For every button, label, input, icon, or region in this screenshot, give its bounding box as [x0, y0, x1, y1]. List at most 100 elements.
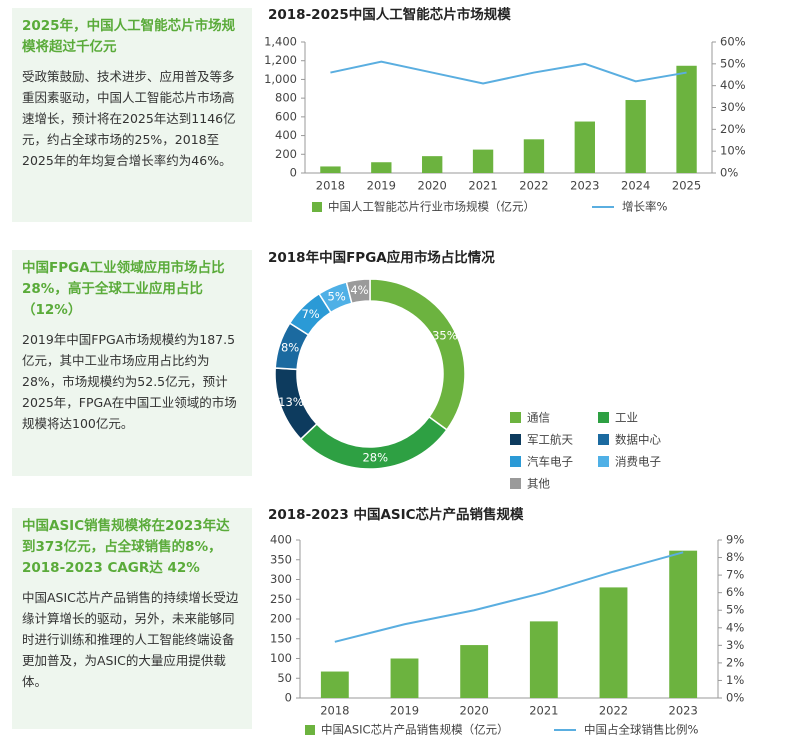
y-tick-label: 600	[275, 109, 297, 123]
legend-label: 消费电子	[615, 455, 661, 469]
x-tick-label: 2021	[468, 179, 497, 193]
x-tick-label: 2022	[519, 179, 548, 193]
chart-title: 2018-2025中国人工智能芯片市场规模	[268, 6, 511, 23]
chart-title: 2018年中国FPGA应用市场占比情况	[268, 249, 495, 266]
slice-label: 13%	[278, 395, 304, 409]
bar	[472, 149, 494, 173]
y2-tick-label: 6%	[726, 585, 744, 599]
x-tick-label: 2019	[367, 179, 396, 193]
sidebar: 中国ASIC销售规模将在2023年达到373亿元，占全球销售的8%，2018-2…	[12, 508, 252, 729]
y2-tick-label: 4%	[726, 620, 744, 634]
sidebar-body: 中国ASIC芯片产品销售的持续增长受边缘计算增长的驱动，另外，未来能够同时进行训…	[22, 590, 239, 689]
y-tick-label: 1,200	[264, 53, 297, 67]
legend-label: 通信	[527, 411, 550, 425]
x-tick-label: 2019	[390, 704, 419, 718]
x-tick-label: 2024	[621, 179, 650, 193]
x-tick-label: 2025	[672, 179, 701, 193]
y-tick-label: 0	[290, 166, 297, 180]
y-tick-label: 50	[277, 671, 292, 685]
legend-swatch	[510, 456, 521, 467]
sidebar: 中国FPGA工业领域应用市场占比28%，高于全球工业应用占比（12%） 2019…	[12, 250, 252, 476]
bar	[625, 100, 646, 173]
x-tick-label: 2018	[320, 704, 349, 718]
x-tick-label: 2020	[460, 704, 489, 718]
legend-swatch	[305, 725, 315, 735]
bar	[320, 166, 341, 173]
pie-slice	[369, 278, 466, 431]
line	[334, 551, 684, 643]
sidebar-body: 受政策鼓励、技术进步、应用普及等多重因素驱动，中国人工智能芯片市场高速增长，预计…	[22, 69, 236, 168]
slice-label: 35%	[432, 328, 458, 342]
legend-label: 工业	[615, 411, 638, 425]
y2-tick-label: 8%	[726, 550, 744, 564]
y2-tick-label: 2%	[726, 655, 744, 669]
y-tick-label: 400	[270, 533, 292, 547]
slice-label: 5%	[328, 289, 346, 303]
line	[330, 60, 687, 85]
y2-tick-label: 3%	[726, 638, 744, 652]
y-tick-label: 200	[270, 612, 292, 626]
legend-label: 增长率%	[622, 200, 667, 214]
y2-tick-label: 5%	[726, 603, 744, 617]
y2-tick-label: 7%	[726, 568, 744, 582]
legend-swatch	[598, 412, 609, 423]
y-tick-label: 100	[270, 651, 292, 665]
bar	[422, 156, 443, 173]
sidebar-body: 2019年中国FPGA市场规模约为187.5亿元，其中工业市场应用占比约为28%…	[22, 332, 237, 431]
x-tick-label: 2020	[418, 179, 447, 193]
x-tick-label: 2021	[529, 704, 558, 718]
y-tick-label: 1,000	[264, 72, 297, 86]
slice-label: 28%	[362, 450, 388, 464]
y-tick-label: 250	[270, 592, 292, 606]
bar	[390, 658, 419, 698]
legend-label: 中国人工智能芯片行业市场规模（亿元）	[328, 200, 535, 214]
y2-tick-label: 60%	[720, 35, 746, 49]
legend-label: 军工航天	[527, 433, 573, 447]
y2-tick-label: 0%	[720, 166, 738, 180]
bar	[529, 621, 558, 698]
sidebar-heading: 2025年，中国人工智能芯片市场规模将超过千亿元	[22, 18, 236, 55]
y2-tick-label: 50%	[720, 56, 746, 70]
y2-tick-label: 0%	[726, 691, 744, 705]
bar	[460, 645, 489, 698]
legend-label: 中国ASIC芯片产品销售规模（亿元）	[321, 723, 509, 737]
legend-swatch	[598, 456, 609, 467]
legend-swatch	[510, 434, 521, 445]
sidebar-heading: 中国FPGA工业领域应用市场占比28%，高于全球工业应用占比（12%）	[22, 260, 225, 318]
y-tick-label: 200	[275, 147, 297, 161]
y2-tick-label: 30%	[720, 100, 746, 114]
slice-label: 7%	[301, 307, 319, 321]
bar	[599, 587, 628, 698]
bar	[320, 671, 349, 698]
legend-label: 数据中心	[615, 433, 661, 447]
y2-tick-label: 20%	[720, 122, 746, 136]
x-tick-label: 2023	[669, 704, 698, 718]
y2-tick-label: 40%	[720, 78, 746, 92]
x-tick-label: 2023	[570, 179, 599, 193]
y-tick-label: 0	[285, 691, 292, 705]
x-tick-label: 2018	[316, 179, 345, 193]
legend-swatch	[598, 434, 609, 445]
slice-label: 8%	[281, 341, 299, 355]
bar	[574, 121, 595, 173]
y-tick-label: 350	[270, 552, 292, 566]
y-tick-label: 300	[270, 572, 292, 586]
bar	[669, 550, 698, 698]
y-tick-label: 400	[275, 128, 297, 142]
legend-swatch	[510, 478, 521, 489]
legend-label: 中国占全球销售比例%	[584, 723, 698, 737]
y2-tick-label: 10%	[720, 144, 746, 158]
y2-tick-label: 9%	[726, 533, 744, 547]
y-tick-label: 1,400	[264, 35, 297, 49]
chart-title: 2018-2023 中国ASIC芯片产品销售规模	[268, 506, 524, 523]
legend-swatch	[510, 412, 521, 423]
y-tick-label: 150	[270, 631, 292, 645]
y-tick-label: 800	[275, 91, 297, 105]
x-tick-label: 2022	[599, 704, 628, 718]
legend-label: 汽车电子	[527, 455, 573, 469]
sidebar-heading: 中国ASIC销售规模将在2023年达到373亿元，占全球销售的8%，2018-2…	[22, 518, 230, 576]
legend-swatch	[312, 202, 322, 212]
bar	[523, 139, 545, 173]
